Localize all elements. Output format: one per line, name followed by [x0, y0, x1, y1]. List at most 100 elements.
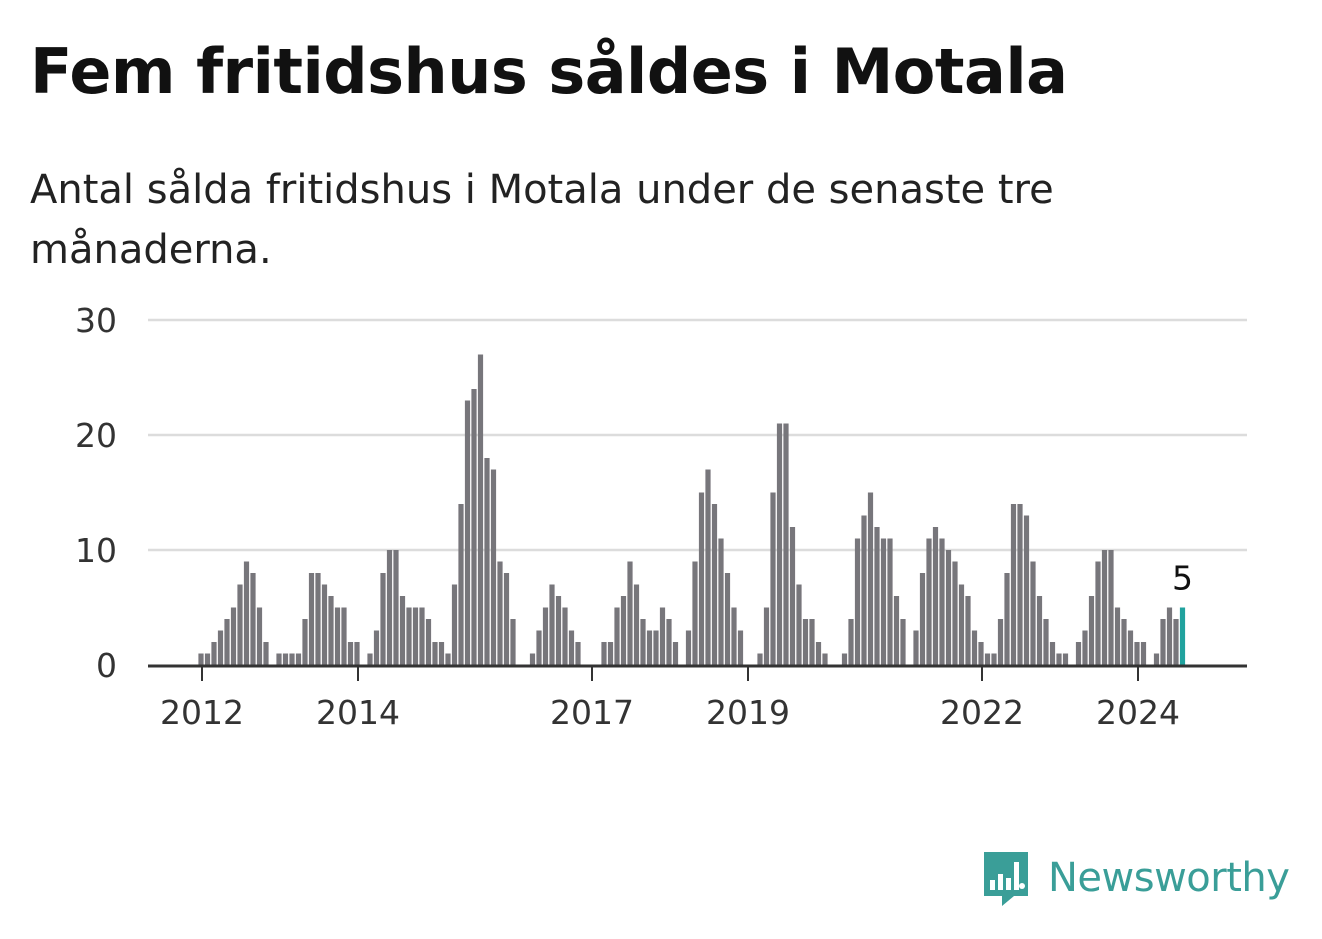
bar	[308, 573, 315, 665]
bar	[653, 630, 659, 665]
bar	[490, 469, 497, 665]
bar	[1036, 596, 1043, 665]
bar	[731, 607, 737, 665]
bar	[555, 596, 562, 665]
bar	[263, 642, 269, 665]
bar	[1088, 596, 1095, 665]
bar	[1062, 653, 1069, 665]
bar	[1153, 653, 1160, 665]
bar	[1049, 642, 1056, 665]
y-tick-label: 30	[75, 301, 117, 340]
bar	[705, 469, 711, 665]
bar	[692, 561, 698, 665]
bar	[633, 584, 640, 665]
bar	[1082, 630, 1088, 665]
bar	[1023, 515, 1030, 665]
brand-name: Newsworthy	[1048, 855, 1290, 901]
bar	[1095, 561, 1101, 665]
bar	[1108, 550, 1114, 665]
bar	[887, 538, 893, 665]
bar	[685, 630, 692, 665]
bar	[1121, 619, 1127, 665]
bar	[926, 538, 932, 665]
labels: 0 10 20 30 2012 2014 2017 2019 2022 2024 5	[75, 301, 1193, 732]
bar	[562, 607, 568, 665]
bar	[282, 653, 289, 665]
bar	[815, 642, 822, 665]
bar	[854, 538, 861, 665]
bar	[256, 607, 263, 665]
x-tick-label: 2024	[1096, 693, 1180, 732]
bar	[919, 573, 926, 665]
bar	[932, 527, 939, 665]
bar	[250, 573, 256, 665]
bar	[438, 642, 445, 665]
bar	[783, 423, 789, 665]
bar	[1140, 642, 1147, 665]
bar	[965, 596, 971, 665]
bar	[406, 607, 412, 665]
bar	[432, 642, 438, 665]
gridlines	[148, 318, 1247, 552]
bar	[302, 619, 308, 665]
brand-logo: Newsworthy	[980, 848, 1290, 908]
bar	[627, 561, 633, 665]
bar	[861, 515, 867, 665]
bar	[425, 619, 432, 665]
bar	[419, 607, 425, 665]
bar	[1043, 619, 1049, 665]
bar	[217, 630, 224, 665]
bar	[243, 561, 250, 665]
bar	[614, 607, 620, 665]
bar	[536, 630, 542, 665]
bar	[822, 653, 828, 665]
bar	[549, 584, 555, 665]
bar	[997, 619, 1004, 665]
bar	[1173, 619, 1179, 665]
bar	[529, 653, 536, 665]
bar	[393, 550, 399, 665]
axes	[148, 664, 1247, 681]
bar	[1101, 550, 1108, 665]
bar	[1010, 504, 1017, 665]
bar-highlight	[1179, 607, 1186, 665]
bar	[503, 573, 510, 665]
chart-title: Fem fritidshus såldes i Motala	[30, 35, 1068, 108]
bar	[445, 653, 451, 665]
bar	[354, 642, 360, 665]
bar	[900, 619, 906, 665]
bar	[367, 653, 373, 665]
bar	[952, 561, 958, 665]
bar	[1134, 642, 1140, 665]
bar	[939, 538, 945, 665]
bar	[958, 584, 965, 665]
bar	[874, 527, 880, 665]
bar	[464, 400, 471, 665]
bar	[328, 596, 334, 665]
x-tick-label: 2019	[706, 693, 790, 732]
bar	[1056, 653, 1062, 665]
bar	[373, 630, 380, 665]
bar	[1017, 504, 1023, 665]
bar	[789, 527, 796, 665]
bar	[477, 354, 484, 665]
bar	[230, 607, 237, 665]
bar	[978, 642, 984, 665]
bar	[757, 653, 763, 665]
newsworthy-logo-icon	[984, 852, 1028, 906]
bar	[666, 619, 672, 665]
x-tick-label: 2022	[940, 693, 1024, 732]
bar	[776, 423, 783, 665]
bar	[198, 653, 204, 665]
bar	[698, 492, 705, 665]
bar	[672, 642, 679, 665]
bar	[984, 653, 991, 665]
bar	[510, 619, 516, 665]
bar	[224, 619, 230, 665]
bar	[1114, 607, 1121, 665]
bar	[399, 596, 406, 665]
bar	[237, 584, 243, 665]
bar	[1075, 642, 1082, 665]
bar	[659, 607, 666, 665]
bar	[321, 584, 328, 665]
